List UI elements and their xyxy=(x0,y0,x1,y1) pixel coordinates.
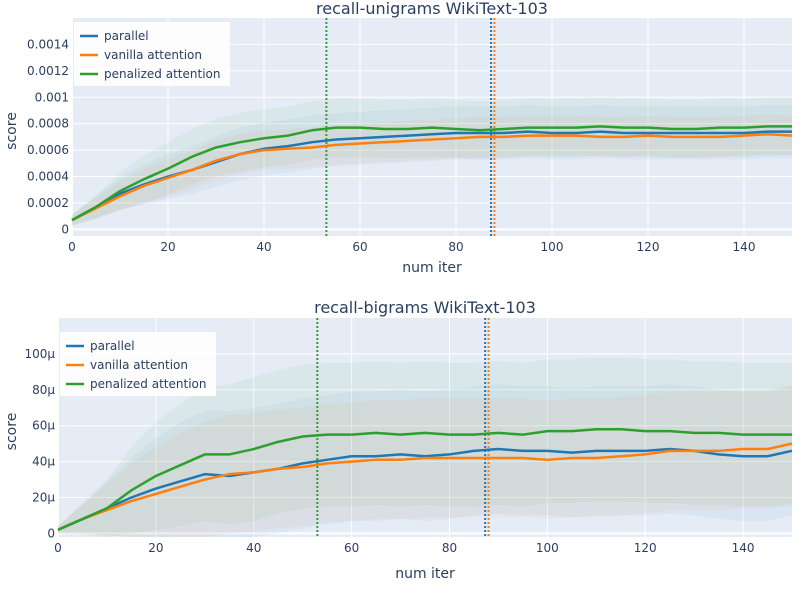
legend-item-parallel[interactable]: parallel xyxy=(80,29,149,43)
chart-recall-unigrams: 0 20 40 60 80 100 120 140 0 0.0002 0.0004 0.0006 0.… xyxy=(4,0,793,276)
x-axis-ticks: 0 20 40 60 80 100 120 140 xyxy=(68,240,755,254)
legend-item-vanilla-attention[interactable]: vanilla attention xyxy=(80,48,202,62)
band-vanilla-attention xyxy=(72,114,792,226)
legend[interactable]: parallel vanilla attention penalized atten… xyxy=(60,332,216,396)
legend-item-penalized-attention[interactable]: penalized attention xyxy=(66,377,206,391)
x-tick-label: 100 xyxy=(541,240,564,254)
legend-item-penalized-attention[interactable]: penalized attention xyxy=(80,67,220,81)
x-tick-label: 0 xyxy=(54,541,62,555)
x-axis-label: num iter xyxy=(395,566,455,582)
x-tick-label: 20 xyxy=(160,240,175,254)
band-vanilla-attention xyxy=(58,384,792,537)
y-tick-label: 0 xyxy=(61,222,69,236)
x-tick-label: 0 xyxy=(68,240,76,254)
x-tick-label: 20 xyxy=(148,541,163,555)
confidence-bands xyxy=(72,97,792,226)
x-tick-label: 100 xyxy=(536,541,559,555)
confidence-bands xyxy=(58,357,792,537)
y-tick-label: 0.0008 xyxy=(27,117,69,131)
x-tick-label: 120 xyxy=(637,240,660,254)
y-tick-label: 0.0014 xyxy=(27,37,69,51)
x-axis-ticks: 0 20 40 60 80 100 120 140 xyxy=(54,541,754,555)
series-lines xyxy=(57,428,793,531)
chart-recall-bigrams: 0 20 40 60 80 100 120 140 0 20μ 40μ 60μ 80μ 100μ rec… xyxy=(4,298,793,582)
x-tick-label: 80 xyxy=(442,541,457,555)
y-tick-label: 80μ xyxy=(32,383,55,397)
legend-box xyxy=(60,332,216,396)
y-tick-label: 60μ xyxy=(32,419,55,433)
legend-box xyxy=(74,22,230,86)
chart-title: recall-unigrams WikiText-103 xyxy=(316,0,548,18)
y-tick-label: 20μ xyxy=(32,491,55,505)
x-tick-label: 40 xyxy=(256,240,271,254)
series-vanilla-attention xyxy=(57,442,793,531)
y-tick-label: 100μ xyxy=(24,347,55,361)
series-penalized-attention xyxy=(57,428,792,531)
band-penalized-attention xyxy=(72,97,792,226)
y-axis-ticks: 0 20μ 40μ 60μ 80μ 100μ xyxy=(24,347,55,541)
y-tick-label: 0.0002 xyxy=(27,196,69,210)
chart-title: recall-bigrams WikiText-103 xyxy=(314,298,536,317)
y-tick-label: 0.0006 xyxy=(27,143,69,157)
legend-label: parallel xyxy=(104,29,149,43)
band-penalized-attention xyxy=(58,357,792,537)
x-tick-label: 140 xyxy=(733,240,756,254)
series-lines xyxy=(71,125,793,222)
series-penalized-attention xyxy=(71,125,792,222)
legend-item-parallel[interactable]: parallel xyxy=(66,339,135,353)
y-tick-label: 40μ xyxy=(32,455,55,469)
band-parallel xyxy=(72,105,792,226)
y-axis-label: score xyxy=(4,112,20,150)
x-tick-label: 120 xyxy=(634,541,657,555)
legend-label: vanilla attention xyxy=(104,48,202,62)
x-tick-label: 60 xyxy=(352,240,367,254)
legend-item-vanilla-attention[interactable]: vanilla attention xyxy=(66,358,188,372)
band-parallel xyxy=(58,384,792,537)
x-tick-label: 80 xyxy=(448,240,463,254)
y-tick-label: 0 xyxy=(47,526,55,540)
series-parallel xyxy=(57,447,793,531)
legend-label: parallel xyxy=(90,339,135,353)
y-axis-ticks: 0 0.0002 0.0004 0.0006 0.0008 0.001 0.0012 0.00… xyxy=(27,37,69,236)
y-tick-label: 0.0012 xyxy=(27,64,69,78)
legend[interactable]: parallel vanilla attention penalized atten… xyxy=(74,22,230,86)
y-tick-label: 0.0004 xyxy=(27,170,69,184)
legend-label: vanilla attention xyxy=(90,358,188,372)
y-axis-label: score xyxy=(4,413,20,451)
x-axis-label: num iter xyxy=(402,260,462,276)
x-tick-label: 140 xyxy=(732,541,755,555)
x-tick-label: 60 xyxy=(344,541,359,555)
legend-label: penalized attention xyxy=(104,67,220,81)
reference-lines xyxy=(316,318,490,537)
x-tick-label: 40 xyxy=(246,541,261,555)
reference-lines xyxy=(325,18,496,236)
series-vanilla-attention xyxy=(71,133,793,222)
y-tick-label: 0.001 xyxy=(35,90,69,104)
legend-label: penalized attention xyxy=(90,377,206,391)
